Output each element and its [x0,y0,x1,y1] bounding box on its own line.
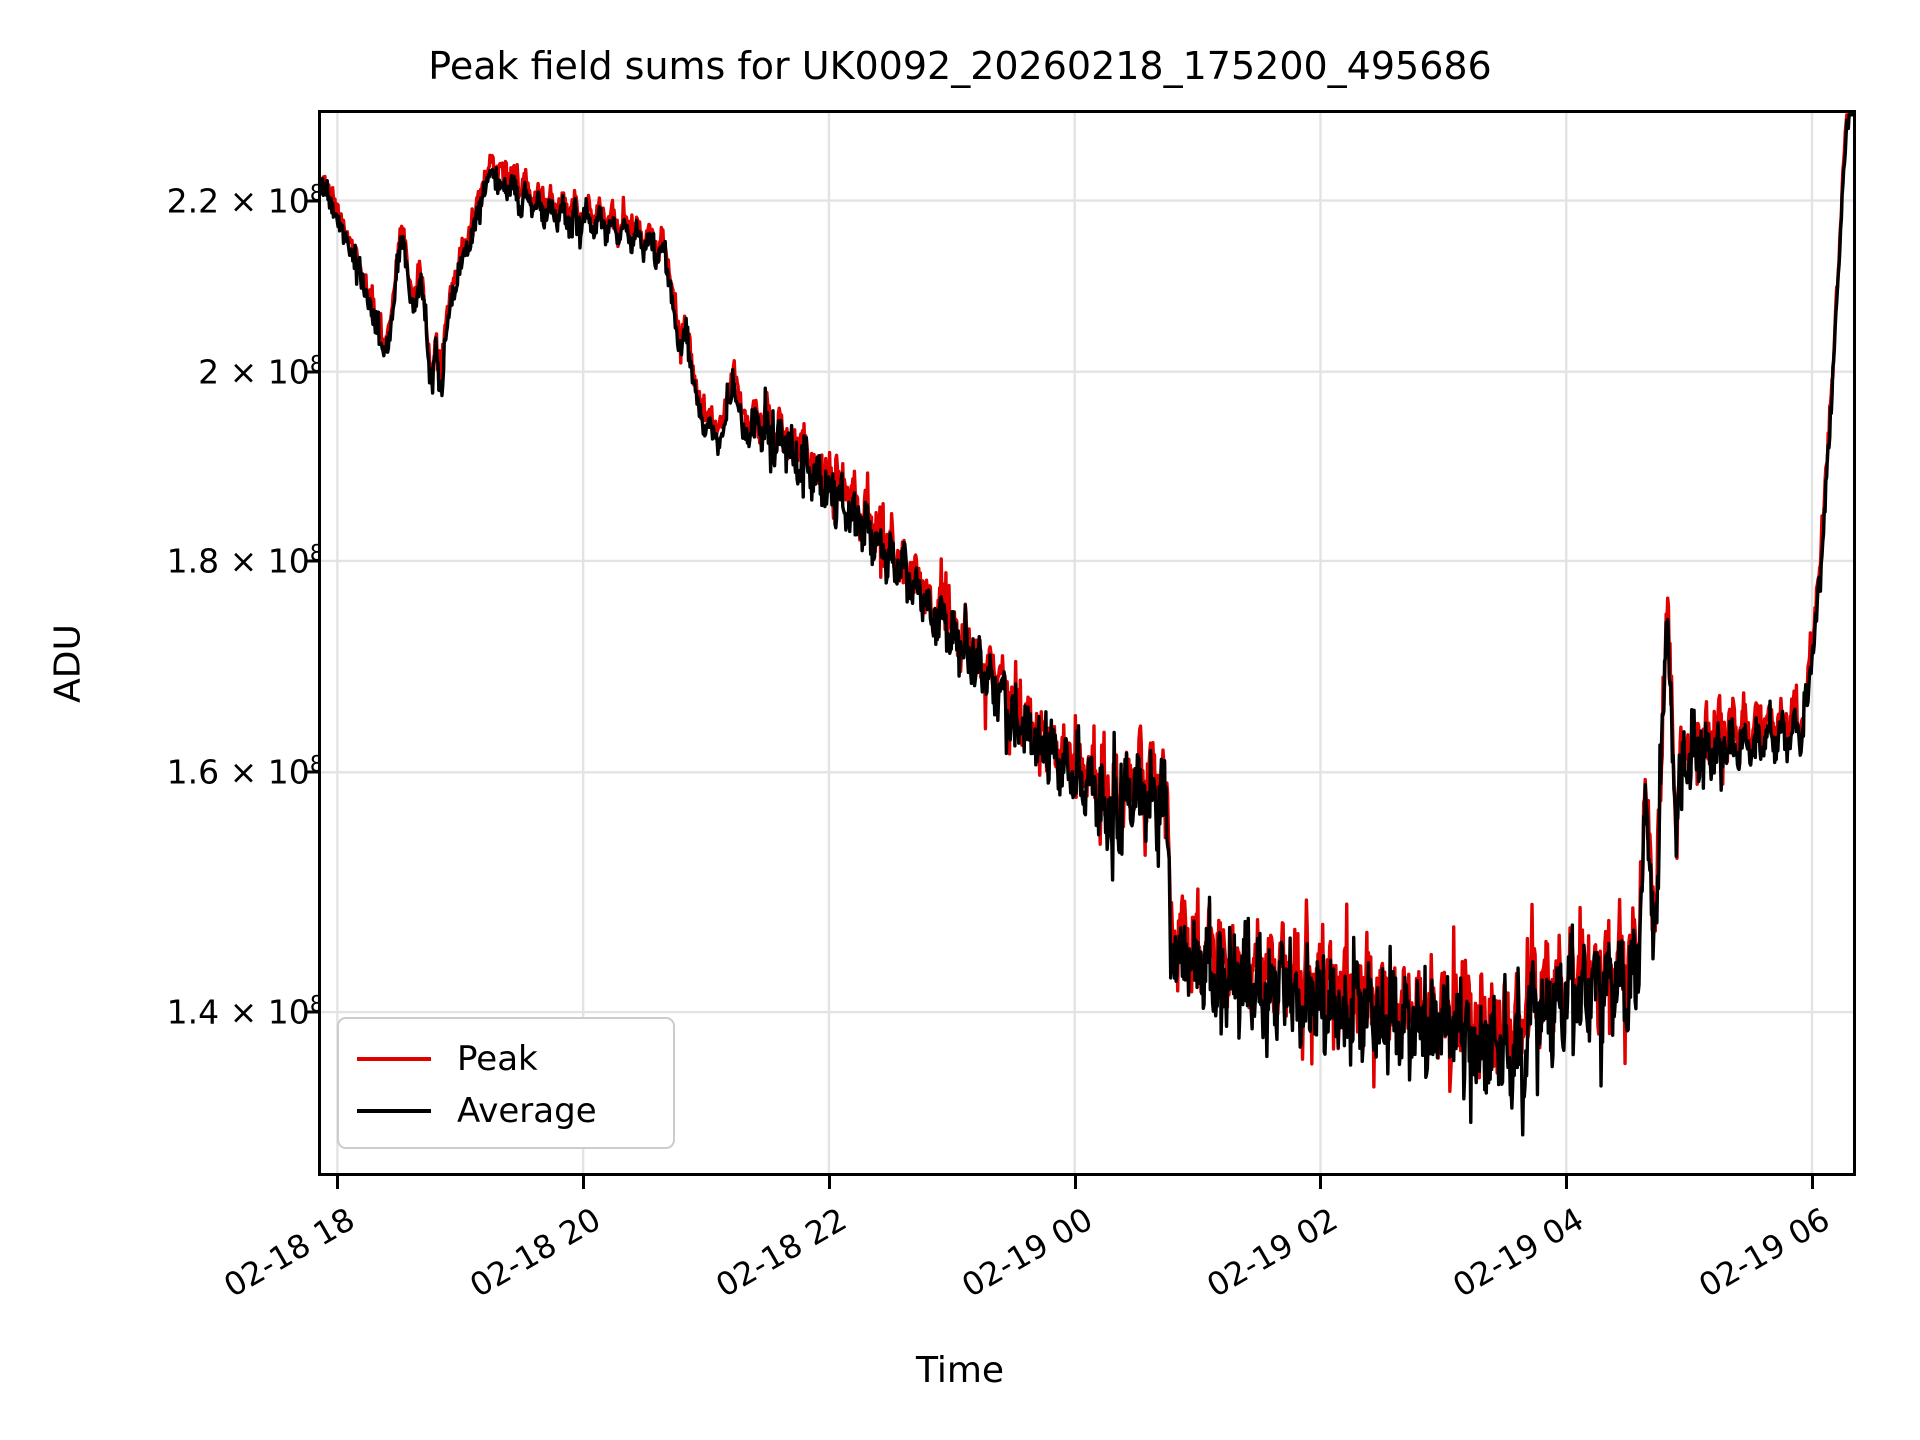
x-tick-label: 02-19 04 [1446,1200,1591,1305]
y-tick-label: 1.8 × 108 [166,540,324,581]
x-axis-label: Time [915,1350,1005,1391]
y-tick-label: 1.4 × 108 [166,991,324,1032]
legend-label-peak: Peak [457,1039,538,1079]
x-tick-label: 02-19 02 [1200,1200,1345,1305]
y-tick-label: 1.6 × 108 [166,751,324,792]
x-tick-label: 02-18 18 [217,1200,362,1305]
chart-legend: Peak Average [337,1017,675,1149]
x-tick-mark [582,1176,586,1189]
legend-swatch-average [357,1109,431,1113]
y-tick-mark [306,1010,318,1014]
y-tick-label: 2 × 108 [198,351,324,392]
y-tick-mark [306,370,318,374]
x-tick-mark [336,1176,340,1189]
legend-item-average: Average [339,1085,673,1137]
x-tick-mark [1811,1176,1815,1189]
y-tick-mark [306,199,318,203]
x-tick-mark [1319,1176,1323,1189]
page-title: Peak field sums for UK0092_20260218_1752… [428,44,1492,88]
y-tick-mark [306,559,318,563]
legend-item-peak: Peak [339,1033,673,1085]
x-tick-label: 02-18 22 [709,1200,853,1305]
series-line-average [321,113,1853,1137]
x-tick-mark [1073,1176,1077,1189]
y-axis-label: ADU [47,624,89,703]
x-tick-label: 02-19 06 [1692,1200,1837,1305]
plot-area [318,110,1856,1176]
x-tick-mark [1565,1176,1569,1189]
y-tick-mark [306,770,318,774]
y-tick-label: 2.2 × 108 [166,180,324,221]
legend-label-average: Average [457,1091,597,1131]
x-tick-mark [827,1176,831,1189]
x-tick-label: 02-18 20 [463,1200,608,1305]
legend-swatch-peak [357,1057,431,1061]
x-tick-label: 02-19 00 [955,1200,1099,1305]
data-plot [321,113,1853,1173]
